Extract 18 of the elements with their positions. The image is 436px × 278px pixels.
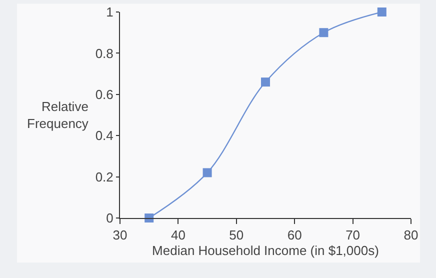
y-tick-label: 0 [106, 210, 114, 226]
x-tick-label: 80 [404, 228, 418, 243]
y-tick-label: 0.4 [95, 128, 114, 144]
x-tick-label: 70 [346, 228, 360, 243]
y-tick-label: 0.8 [95, 46, 114, 61]
x-tick-label: 60 [287, 228, 302, 243]
x-tick-label: 40 [170, 228, 186, 243]
x-tick-label: 50 [229, 228, 244, 243]
point [319, 28, 328, 38]
x-axis-title: Median Household Income (in $1,000s) [152, 243, 379, 258]
x-tick-label: 30 [112, 228, 128, 243]
y-tick-label: 0.6 [95, 86, 114, 102]
point [261, 78, 270, 87]
y-tick-label: 1 [106, 4, 114, 20]
y-tick-label: 0.2 [95, 169, 114, 184]
point [202, 168, 212, 178]
y-axis-title: Relative Frequency [27, 99, 89, 131]
point [377, 8, 386, 16]
